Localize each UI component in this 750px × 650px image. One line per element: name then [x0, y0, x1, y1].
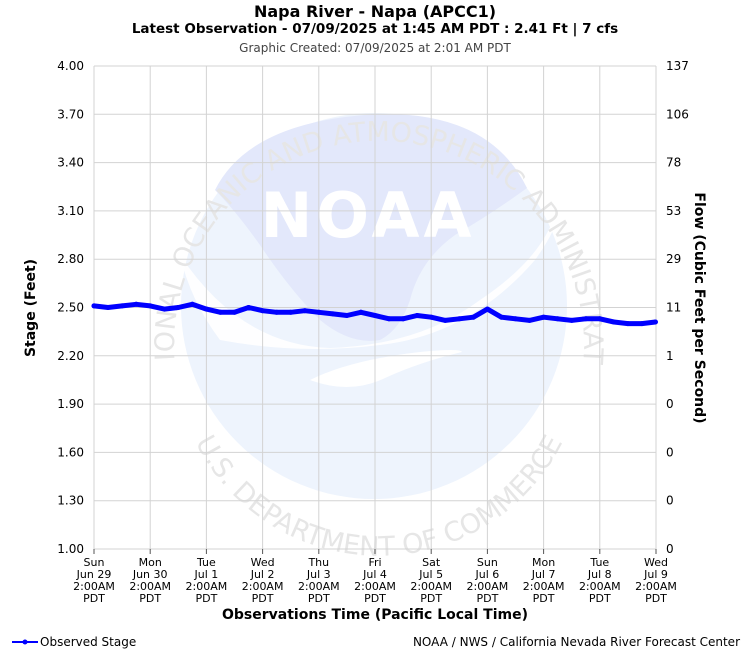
y-tick-label-left: 4.00 — [57, 59, 84, 73]
x-axis: Sun Jun 29 2:00AM PDT Mon Jun 30 2:00AM PDT Tue J… — [73, 549, 677, 605]
data-point — [217, 309, 223, 315]
chart-title: Napa River - Napa (APCC1) — [253, 2, 497, 21]
data-point — [232, 309, 237, 315]
data-point — [442, 317, 448, 323]
x-tick-label: Sun Jul 6 2:00AM PDT — [467, 556, 509, 605]
data-point — [372, 313, 378, 318]
data-point — [316, 309, 322, 315]
data-point — [652, 319, 658, 325]
y-tick-label-right: 0 — [666, 494, 674, 508]
x-axis-label: Observations Time (Pacific Local Time) — [222, 607, 528, 623]
y-tick-label-right: 1 — [666, 349, 674, 363]
x-tick-label: Fri Jul 4 2:00AM PDT — [354, 556, 396, 605]
data-point — [344, 313, 350, 318]
data-point — [513, 316, 518, 322]
data-point — [456, 316, 462, 322]
x-tick-label: Wed Jul 2 2:00AM PDT — [242, 556, 284, 605]
x-tick-label: Mon Jul 7 2:00AM PDT — [523, 556, 565, 605]
data-point — [189, 301, 195, 307]
data-point — [274, 309, 280, 315]
y-tick-label-right: 0 — [666, 542, 674, 556]
data-point — [133, 301, 139, 307]
latest-observation: Latest Observation - 07/09/2025 at 1:45 … — [131, 21, 619, 37]
y-tick-label-right: 53 — [666, 204, 681, 218]
data-point — [105, 305, 111, 310]
y-tick-label-left: 1.00 — [57, 542, 84, 556]
y-tick-label-left: 2.20 — [57, 349, 84, 363]
data-point — [611, 319, 617, 325]
data-point — [330, 311, 336, 317]
data-point — [541, 314, 547, 320]
data-point — [498, 314, 504, 320]
credit-text: NOAA / NWS / California Nevada River For… — [412, 635, 740, 649]
x-tick-label: Sat Jul 5 2:00AM PDT — [410, 556, 452, 605]
y-tick-label-left: 3.70 — [57, 107, 84, 121]
y-tick-label-left: 1.90 — [57, 397, 84, 411]
data-point — [260, 308, 266, 314]
data-point — [246, 305, 252, 310]
y-tick-label-left: 1.30 — [57, 494, 84, 508]
noaa-watermark: NOAA NATIONAL OCEANIC AND ATMOSPHERIC AD… — [0, 0, 608, 563]
data-point — [302, 308, 308, 314]
legend: Observed Stage — [12, 635, 136, 649]
data-point — [625, 321, 631, 327]
y-tick-label-left: 2.50 — [57, 301, 84, 315]
graphic-created: Graphic Created: 07/09/2025 at 2:01 AM P… — [239, 41, 511, 55]
x-tick-label: Thu Jul 3 2:00AM PDT — [298, 556, 340, 605]
x-tick-label: Tue Jul 8 2:00AM PDT — [579, 556, 621, 605]
y-axis-left: 4.00 3.70 3.40 3.10 2.80 2.50 2.20 1.90 1.60 1.30… — [57, 59, 84, 556]
data-point — [91, 303, 97, 309]
y-tick-label-left: 2.80 — [57, 252, 84, 266]
y-tick-label-left: 3.40 — [57, 156, 84, 170]
legend-label: Observed Stage — [40, 635, 137, 649]
x-tick-label: Sun Jun 29 2:00AM PDT — [73, 556, 115, 605]
data-point — [428, 314, 434, 320]
y-tick-label-right: 29 — [666, 252, 681, 266]
data-point — [527, 317, 532, 323]
data-point — [484, 306, 490, 312]
y-tick-label-left: 3.10 — [57, 204, 84, 218]
data-point — [386, 316, 392, 322]
data-point — [175, 305, 181, 310]
legend-marker — [12, 639, 38, 645]
data-point — [569, 317, 575, 323]
y-tick-label-right: 0 — [666, 397, 674, 411]
y-tick-label-right: 11 — [666, 301, 681, 315]
x-tick-label: Wed Jul 9 2:00AM PDT — [635, 556, 677, 605]
data-point — [470, 314, 476, 320]
x-tick-label: Tue Jul 1 2:00AM PDT — [186, 556, 228, 605]
x-tick-label: Mon Jun 30 2:00AM PDT — [129, 556, 171, 605]
data-point — [288, 309, 294, 315]
data-point — [161, 306, 167, 312]
data-point — [583, 316, 589, 322]
data-point — [400, 316, 406, 322]
data-point — [358, 309, 364, 315]
data-point — [147, 303, 153, 309]
data-point — [639, 321, 645, 327]
y-tick-label-right: 0 — [666, 445, 674, 459]
y-tick-label-right: 106 — [666, 107, 689, 121]
y-tick-label-left: 1.60 — [57, 445, 84, 459]
grid-lines — [93, 65, 657, 550]
series-observed-stage — [91, 301, 658, 327]
y-tick-label-right: 137 — [666, 59, 689, 73]
y-axis-right-label: Flow (Cubic Feet per Second) — [691, 192, 707, 424]
data-point — [414, 313, 420, 318]
data-point — [597, 316, 603, 322]
watermark-logo-text: NOAA — [261, 179, 476, 252]
data-point — [203, 306, 209, 312]
y-tick-label-right: 78 — [666, 156, 681, 170]
data-point — [555, 316, 561, 322]
y-axis-left-label: Stage (Feet) — [23, 258, 39, 358]
data-point — [119, 303, 125, 309]
